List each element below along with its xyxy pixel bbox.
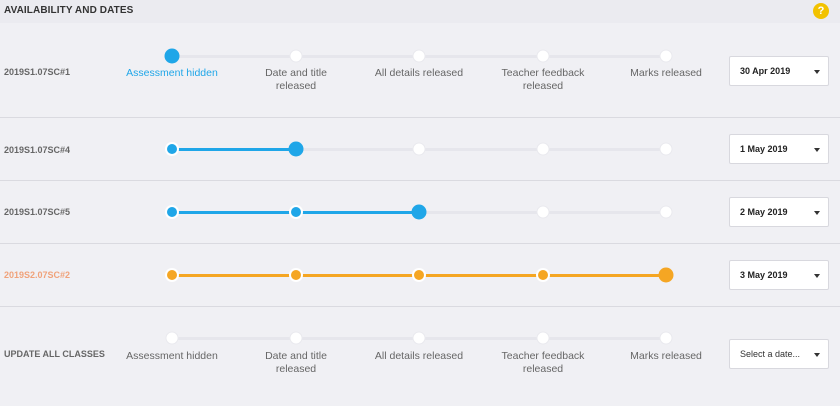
- stage-label-teacher-feedback-released[interactable]: Teacher feedback released: [501, 67, 585, 92]
- date-dropdown[interactable]: 2 May 2019: [729, 197, 829, 227]
- stage-node-marks-released[interactable]: [660, 332, 672, 344]
- stage-node-teacher-feedback-released[interactable]: [537, 332, 549, 344]
- class-code: 2019S1.07SC#1: [4, 67, 71, 77]
- progress-fill: [172, 148, 296, 151]
- class-row: 2019S1.07SC#5 2 May 2019: [0, 181, 840, 244]
- stage-node-date-title-released[interactable]: [290, 50, 302, 62]
- stage-label-marks-released[interactable]: Marks released: [630, 350, 702, 362]
- date-value: 3 May 2019: [740, 270, 788, 280]
- stage-node-all-details-released[interactable]: [413, 143, 425, 155]
- stage-node-teacher-feedback-released[interactable]: [538, 270, 548, 280]
- stage-node-date-title-released[interactable]: [291, 207, 301, 217]
- stage-node-marks-released[interactable]: [660, 50, 672, 62]
- stage-node-all-details-released[interactable]: [414, 270, 424, 280]
- update-all-label: UPDATE ALL CLASSES: [4, 349, 105, 359]
- caret-down-icon: [814, 70, 820, 74]
- class-code: 2019S1.07SC#4: [4, 145, 71, 155]
- stage-label-assessment-hidden[interactable]: Assessment hidden: [126, 67, 218, 79]
- stage-label-marks-released[interactable]: Marks released: [630, 67, 702, 79]
- date-dropdown[interactable]: 1 May 2019: [729, 134, 829, 164]
- date-value: 1 May 2019: [740, 144, 788, 154]
- stage-label-all-details-released[interactable]: All details released: [374, 350, 464, 362]
- stage-node-teacher-feedback-released[interactable]: [537, 143, 549, 155]
- stage-node-marks-released[interactable]: [660, 143, 672, 155]
- stage-label-teacher-feedback-released[interactable]: Teacher feedback released: [501, 350, 585, 375]
- caret-down-icon: [814, 211, 820, 215]
- stage-node-marks-released[interactable]: [660, 206, 672, 218]
- stage-label-assessment-hidden[interactable]: Assessment hidden: [126, 350, 218, 362]
- panel-header: AVAILABILITY AND DATES ?: [0, 0, 840, 23]
- class-row: 2019S1.07SC#4 1 May 2019: [0, 118, 840, 181]
- stage-node-assessment-hidden[interactable]: [167, 207, 177, 217]
- stage-label-all-details-released[interactable]: All details released: [374, 67, 464, 79]
- date-dropdown[interactable]: 3 May 2019: [729, 260, 829, 290]
- date-placeholder: Select a date...: [740, 349, 801, 359]
- stage-node-marks-released[interactable]: [658, 267, 674, 283]
- stage-node-teacher-feedback-released[interactable]: [537, 50, 549, 62]
- caret-down-icon: [814, 274, 820, 278]
- stage-label-date-title-released[interactable]: Date and title released: [265, 67, 327, 92]
- class-code: 2019S2.07SC#2: [4, 270, 71, 280]
- stage-node-teacher-feedback-released[interactable]: [537, 206, 549, 218]
- date-value: 2 May 2019: [740, 207, 788, 217]
- date-dropdown[interactable]: Select a date...: [729, 339, 829, 369]
- stage-node-date-title-released[interactable]: [291, 270, 301, 280]
- stage-node-assessment-hidden[interactable]: [166, 332, 178, 344]
- class-code: 2019S1.07SC#5: [4, 207, 71, 217]
- panel-title: AVAILABILITY AND DATES: [4, 5, 134, 16]
- stage-node-date-title-released[interactable]: [288, 141, 304, 157]
- stage-node-date-title-released[interactable]: [290, 332, 302, 344]
- stage-node-all-details-released[interactable]: [413, 50, 425, 62]
- stage-node-assessment-hidden[interactable]: [167, 270, 177, 280]
- date-dropdown[interactable]: 30 Apr 2019: [729, 56, 829, 86]
- caret-down-icon: [814, 148, 820, 152]
- class-row: 2019S1.07SC#1 Assessment hidden Date and…: [0, 24, 840, 118]
- caret-down-icon: [814, 353, 820, 357]
- stage-label-date-title-released[interactable]: Date and title released: [265, 350, 327, 375]
- class-row: 2019S2.07SC#2 3 May 2019: [0, 244, 840, 307]
- help-icon[interactable]: ?: [813, 3, 829, 19]
- update-all-row: UPDATE ALL CLASSES Assessment hidden Dat…: [0, 307, 840, 406]
- stage-node-assessment-hidden[interactable]: [164, 48, 180, 64]
- stage-node-all-details-released[interactable]: [413, 332, 425, 344]
- date-value: 30 Apr 2019: [740, 66, 791, 76]
- stage-node-assessment-hidden[interactable]: [167, 144, 177, 154]
- stage-node-all-details-released[interactable]: [411, 204, 427, 220]
